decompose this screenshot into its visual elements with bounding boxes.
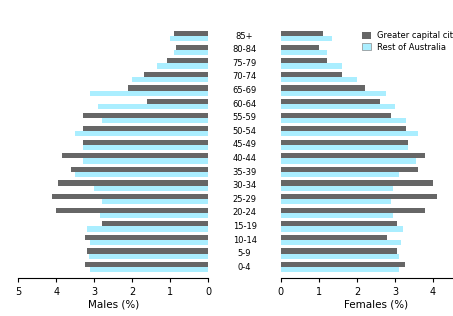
Bar: [281, 186, 393, 191]
Bar: [281, 72, 342, 77]
Text: 45-49: 45-49: [233, 140, 256, 149]
Bar: [170, 36, 208, 41]
Text: 20-24: 20-24: [233, 208, 256, 217]
Text: 50-54: 50-54: [233, 127, 256, 136]
Bar: [281, 153, 425, 159]
Text: 70-74: 70-74: [232, 72, 257, 82]
Bar: [85, 262, 208, 267]
Bar: [281, 159, 416, 164]
Bar: [102, 118, 208, 123]
Bar: [56, 208, 208, 213]
Text: 10-14: 10-14: [233, 235, 256, 245]
Bar: [129, 85, 208, 90]
Bar: [281, 45, 319, 50]
Bar: [281, 126, 406, 131]
Bar: [281, 254, 399, 259]
Bar: [83, 112, 208, 118]
Text: 85+: 85+: [236, 32, 253, 41]
Bar: [75, 131, 208, 137]
Bar: [281, 36, 332, 41]
Bar: [91, 240, 208, 245]
Text: 5-9: 5-9: [238, 249, 251, 258]
Text: 75-79: 75-79: [232, 59, 257, 68]
Bar: [98, 104, 208, 109]
Bar: [83, 140, 208, 145]
Bar: [281, 248, 397, 254]
Text: 80-84: 80-84: [232, 45, 257, 54]
Bar: [174, 50, 208, 55]
Text: 15-19: 15-19: [233, 222, 256, 231]
Bar: [87, 227, 208, 232]
Bar: [281, 131, 418, 137]
Text: 25-29: 25-29: [233, 195, 256, 204]
Bar: [281, 31, 323, 36]
Text: 65-69: 65-69: [232, 86, 257, 95]
Bar: [281, 85, 365, 90]
Bar: [281, 227, 403, 232]
Bar: [83, 145, 208, 150]
Bar: [281, 50, 327, 55]
Text: 35-39: 35-39: [232, 167, 257, 177]
Bar: [281, 262, 405, 267]
Bar: [281, 267, 399, 272]
Bar: [281, 221, 397, 227]
Text: 40-44: 40-44: [233, 154, 256, 163]
Bar: [281, 90, 386, 96]
Bar: [281, 194, 437, 199]
Bar: [281, 213, 393, 218]
Bar: [85, 235, 208, 240]
Bar: [87, 248, 208, 254]
Bar: [72, 167, 208, 172]
Bar: [88, 254, 208, 259]
Bar: [83, 126, 208, 131]
Text: 60-64: 60-64: [232, 100, 257, 109]
Text: 30-34: 30-34: [232, 181, 257, 190]
Bar: [94, 186, 208, 191]
Bar: [281, 140, 408, 145]
Bar: [75, 172, 208, 177]
Bar: [132, 77, 208, 82]
Bar: [102, 221, 208, 227]
Bar: [281, 240, 401, 245]
Bar: [281, 145, 408, 150]
Bar: [281, 77, 357, 82]
Bar: [167, 58, 208, 63]
Bar: [102, 199, 208, 204]
Bar: [58, 180, 208, 186]
Bar: [91, 90, 208, 96]
Bar: [281, 199, 391, 204]
Bar: [281, 180, 433, 186]
Bar: [53, 194, 208, 199]
X-axis label: Females (%): Females (%): [344, 300, 408, 310]
Text: 55-59: 55-59: [233, 113, 256, 122]
Bar: [281, 63, 342, 69]
Bar: [91, 267, 208, 272]
Bar: [281, 208, 425, 213]
Bar: [62, 153, 208, 159]
Bar: [83, 159, 208, 164]
Bar: [157, 63, 208, 69]
Bar: [281, 118, 406, 123]
X-axis label: Males (%): Males (%): [87, 300, 139, 310]
Bar: [281, 99, 380, 104]
Bar: [176, 45, 208, 50]
Bar: [281, 112, 391, 118]
Bar: [174, 31, 208, 36]
Bar: [281, 58, 327, 63]
Bar: [148, 99, 208, 104]
Bar: [100, 213, 208, 218]
Bar: [281, 172, 399, 177]
Bar: [281, 235, 387, 240]
Bar: [144, 72, 208, 77]
Bar: [281, 167, 418, 172]
Text: 0-4: 0-4: [238, 263, 251, 272]
Bar: [281, 104, 395, 109]
Legend: Greater capital cities, Rest of Australia: Greater capital cities, Rest of Australi…: [361, 29, 453, 53]
